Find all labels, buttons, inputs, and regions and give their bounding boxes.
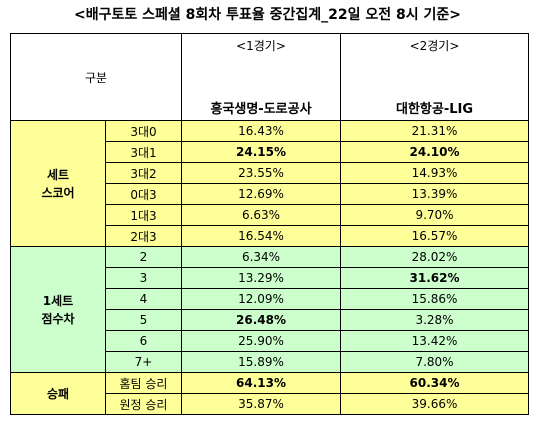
game-2-value: 60.34% [340, 372, 529, 394]
row-label: 3대0 [105, 120, 182, 142]
game-2-value: 15.86% [340, 288, 529, 310]
row-label: 홈팀 승리 [105, 372, 182, 394]
row-label: 2대3 [105, 225, 182, 247]
table-row: 6 25.90% 13.42% [11, 330, 529, 352]
row-label: 1대3 [105, 204, 182, 226]
game-2-value: 7.80% [340, 351, 529, 373]
game-2-value: 3.28% [340, 309, 529, 331]
table-row: 세트 스코어 3대0 16.43% 21.31% [10, 120, 529, 247]
row-label: 7+ [105, 351, 182, 373]
row-label: 2 [105, 246, 182, 268]
table-row: 1대3 6.63% 9.70% [11, 204, 529, 226]
game-1-number: <1경기> [236, 39, 286, 53]
group-label-set-score: 세트 스코어 [10, 120, 106, 247]
game-1-value: 64.13% [181, 372, 341, 394]
row-label: 0대3 [105, 183, 182, 205]
table-header-row: 구분 <1경기> 흥국생명-도로공사 <2경기> 대한항공-LIG [10, 33, 529, 121]
game-1-value: 16.54% [181, 225, 341, 247]
group-label-line: 세트 [46, 167, 70, 182]
group-label-first-set-gap: 1세트 점수차 [10, 246, 106, 373]
game-1-value: 6.63% [181, 204, 341, 226]
vote-rate-table: 구분 <1경기> 흥국생명-도로공사 <2경기> 대한항공-LIG 세트 스코어… [10, 33, 529, 415]
group-label-line: 1세트 [42, 293, 74, 308]
game-2-value: 14.93% [340, 162, 529, 184]
table-row: 1세트 점수차 2 6.34% 28.02% [10, 246, 529, 373]
game-2-value: 39.66% [340, 393, 529, 415]
game-1-value: 16.43% [181, 120, 341, 142]
game-1-value: 6.34% [181, 246, 341, 268]
game-1-value: 12.69% [181, 183, 341, 205]
game-1-value: 15.89% [181, 351, 341, 373]
group-label-line: 스코어 [41, 185, 75, 200]
game-1-value: 13.29% [181, 267, 341, 289]
game-2-value: 24.10% [340, 141, 529, 163]
game-2-match: 대한항공-LIG [395, 102, 474, 117]
table-row: 3대1 24.15% 24.10% [11, 141, 529, 163]
table-row: 3 13.29% 31.62% [11, 267, 529, 289]
row-label: 3대2 [105, 162, 182, 184]
row-label: 4 [105, 288, 182, 310]
game-2-value: 13.39% [340, 183, 529, 205]
game-2-number: <2경기> [409, 39, 460, 53]
game-1-value: 25.90% [181, 330, 341, 352]
row-label: 3대1 [105, 141, 182, 163]
row-label: 원정 승리 [105, 393, 182, 415]
game-2-value: 21.31% [340, 120, 529, 142]
game-2-value: 16.57% [340, 225, 529, 247]
game-2-value: 31.62% [340, 267, 529, 289]
game-2-value: 13.42% [340, 330, 529, 352]
game-2-value: 28.02% [340, 246, 529, 268]
table-row: 7+ 15.89% 7.80% [11, 351, 529, 373]
row-label: 6 [105, 330, 182, 352]
game-1-value: 26.48% [181, 309, 341, 331]
game-1-value: 23.55% [181, 162, 341, 184]
game-1-value: 35.87% [181, 393, 341, 415]
game-1-match: 흥국생명-도로공사 [210, 102, 312, 117]
game-1-header: <1경기> 흥국생명-도로공사 [181, 33, 341, 121]
table-row: 승패 홈팀 승리 64.13% 60.34% [10, 372, 529, 415]
group-label-line: 점수차 [41, 311, 75, 326]
table-row: 원정 승리 35.87% 39.66% [11, 393, 529, 415]
game-1-value: 12.09% [181, 288, 341, 310]
table-row: 2대3 16.54% 16.57% [11, 225, 529, 247]
row-label: 5 [105, 309, 182, 331]
group-label-win-loss: 승패 [10, 372, 106, 415]
group-label-line: 승패 [46, 386, 70, 401]
game-1-value: 24.15% [181, 141, 341, 163]
row-label: 3 [105, 267, 182, 289]
table-row: 4 12.09% 15.86% [11, 288, 529, 310]
game-2-header: <2경기> 대한항공-LIG [340, 33, 529, 121]
category-header: 구분 [10, 33, 182, 121]
page-title: <배구토토 스페셜 8회차 투표율 중간집계_22일 오전 8시 기준> [74, 7, 461, 23]
table-row: 3대2 23.55% 14.93% [11, 162, 529, 184]
game-2-value: 9.70% [340, 204, 529, 226]
